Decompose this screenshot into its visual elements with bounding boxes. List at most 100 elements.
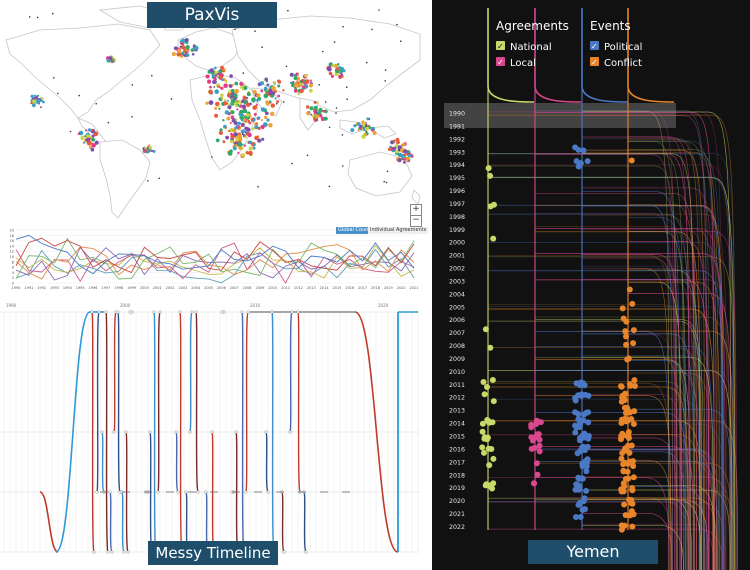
map-marker[interactable]: [80, 135, 85, 140]
map-marker[interactable]: [339, 70, 343, 74]
map-marker[interactable]: [308, 88, 313, 93]
event-dot[interactable]: [575, 474, 582, 481]
event-dot[interactable]: [620, 468, 627, 475]
map-marker[interactable]: [231, 83, 234, 86]
map-marker-small[interactable]: [365, 130, 368, 133]
map-marker-small[interactable]: [147, 180, 149, 182]
event-dot[interactable]: [489, 377, 496, 383]
map-marker[interactable]: [173, 46, 178, 51]
event-dot[interactable]: [629, 300, 636, 307]
map-marker[interactable]: [229, 121, 232, 124]
map-marker[interactable]: [91, 137, 95, 142]
event-dot[interactable]: [585, 432, 592, 439]
event-dot[interactable]: [487, 344, 494, 351]
event-dot[interactable]: [490, 235, 497, 242]
event-dot[interactable]: [575, 163, 582, 170]
map-marker-small[interactable]: [78, 94, 80, 97]
timeline-node[interactable]: [244, 490, 248, 494]
event-dot[interactable]: [572, 429, 579, 436]
event-dot[interactable]: [620, 480, 627, 487]
map-marker-small[interactable]: [384, 80, 387, 82]
map-marker[interactable]: [306, 105, 310, 109]
map-marker[interactable]: [308, 83, 313, 88]
map-marker[interactable]: [239, 86, 242, 89]
map-marker[interactable]: [86, 140, 92, 146]
map-marker[interactable]: [397, 145, 402, 150]
timeline-node[interactable]: [104, 310, 108, 314]
map-marker-small[interactable]: [261, 46, 263, 48]
map-marker[interactable]: [88, 139, 91, 142]
map-marker[interactable]: [300, 80, 303, 83]
timeline-node[interactable]: [152, 310, 156, 314]
map-marker[interactable]: [308, 111, 311, 113]
map-marker[interactable]: [194, 45, 199, 51]
map-marker[interactable]: [191, 52, 195, 56]
event-dot[interactable]: [621, 404, 628, 411]
map-marker[interactable]: [214, 106, 218, 110]
timeline-node[interactable]: [288, 430, 292, 434]
map-marker[interactable]: [242, 118, 247, 122]
event-dot[interactable]: [622, 390, 629, 397]
map-marker[interactable]: [241, 88, 245, 91]
event-dot[interactable]: [536, 436, 543, 443]
map-marker[interactable]: [220, 86, 224, 90]
event-dot[interactable]: [622, 512, 629, 519]
map-marker[interactable]: [237, 141, 243, 147]
event-dot[interactable]: [621, 447, 628, 454]
map-marker[interactable]: [310, 113, 313, 116]
event-dot[interactable]: [581, 411, 587, 418]
map-marker[interactable]: [359, 124, 363, 129]
event-dot[interactable]: [623, 341, 630, 348]
event-dot[interactable]: [491, 201, 497, 208]
map-marker[interactable]: [207, 79, 212, 84]
legend-conflict[interactable]: ✓ Conflict: [590, 57, 642, 69]
map-marker[interactable]: [226, 116, 231, 121]
map-marker[interactable]: [407, 150, 411, 154]
timeline-node[interactable]: [106, 550, 110, 554]
map-marker[interactable]: [84, 135, 87, 138]
timeline-curve[interactable]: [281, 491, 285, 553]
event-dot[interactable]: [485, 165, 492, 172]
map-marker[interactable]: [209, 85, 212, 89]
timeline-curve[interactable]: [195, 311, 199, 493]
timeline-node[interactable]: [246, 310, 250, 314]
map-marker-small[interactable]: [53, 77, 55, 79]
map-marker[interactable]: [176, 48, 182, 53]
map-marker-small[interactable]: [242, 72, 245, 74]
map-marker-small[interactable]: [346, 98, 349, 100]
map-marker[interactable]: [245, 113, 250, 117]
map-marker[interactable]: [42, 100, 45, 104]
event-dot[interactable]: [630, 340, 637, 347]
timeline-curve[interactable]: [96, 311, 100, 493]
map-marker[interactable]: [271, 85, 276, 91]
timeline-curve[interactable]: [113, 311, 117, 433]
map-marker[interactable]: [250, 118, 254, 121]
map-marker-small[interactable]: [318, 84, 321, 86]
timeline-node[interactable]: [184, 490, 188, 494]
map-marker[interactable]: [254, 135, 259, 141]
timeline-node[interactable]: [290, 310, 294, 314]
map-marker[interactable]: [234, 81, 239, 86]
map-marker[interactable]: [270, 103, 275, 108]
timeline-node[interactable]: [296, 310, 300, 314]
event-dot[interactable]: [618, 398, 625, 405]
map-marker[interactable]: [223, 68, 226, 71]
map-marker[interactable]: [315, 118, 319, 122]
timeline-node[interactable]: [304, 550, 308, 554]
event-dot[interactable]: [482, 482, 489, 489]
map-marker[interactable]: [145, 151, 148, 154]
map-marker[interactable]: [229, 149, 233, 153]
event-dot[interactable]: [536, 448, 543, 455]
map-marker[interactable]: [403, 161, 406, 164]
event-dot[interactable]: [488, 446, 495, 452]
map-marker[interactable]: [230, 115, 235, 119]
timeline-node[interactable]: [204, 490, 208, 494]
map-marker[interactable]: [233, 120, 238, 126]
timeline-node[interactable]: [220, 310, 224, 314]
map-marker-small[interactable]: [291, 162, 293, 165]
map-marker[interactable]: [259, 81, 265, 86]
event-dot[interactable]: [631, 377, 638, 384]
event-dot[interactable]: [490, 398, 497, 405]
timeline-node[interactable]: [92, 550, 96, 554]
map-marker-small[interactable]: [378, 9, 380, 11]
